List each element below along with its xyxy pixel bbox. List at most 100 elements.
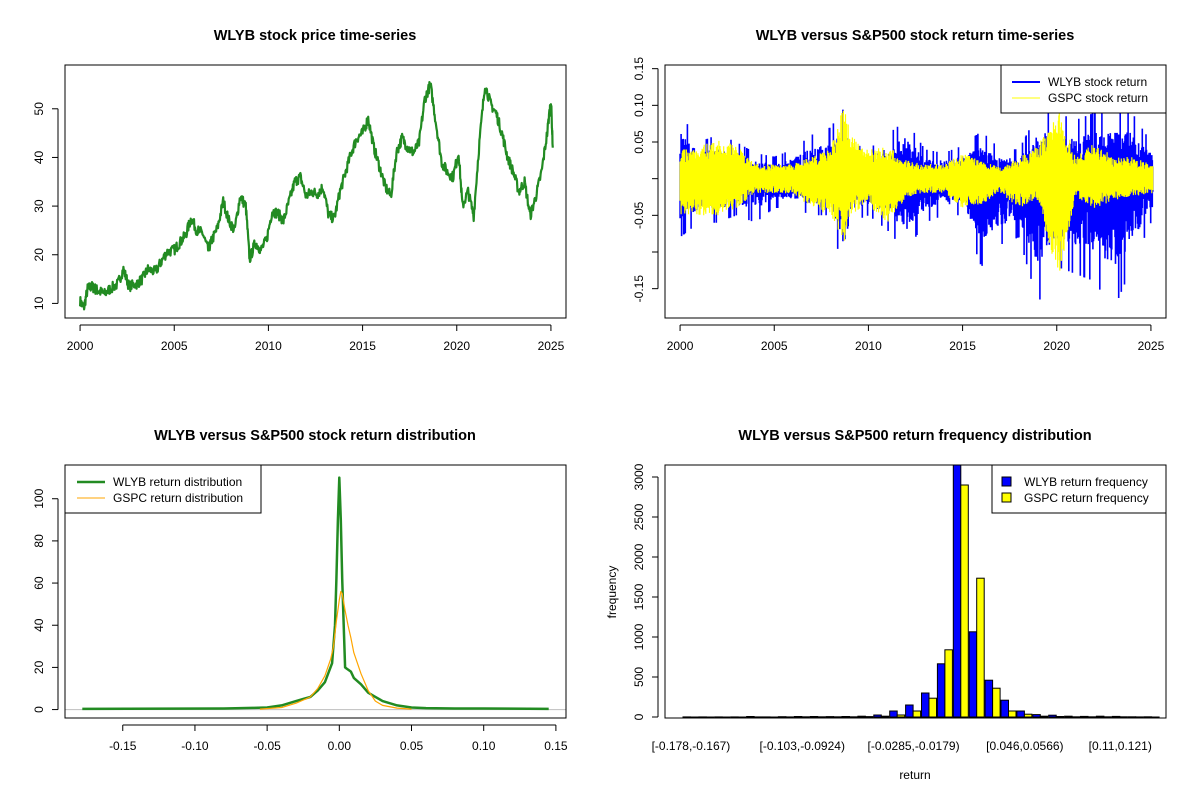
- wlyb-frequency-bar: [1000, 699, 1009, 718]
- y-tick-label: 20: [32, 660, 46, 674]
- x-tick-label: 2000: [67, 339, 94, 353]
- wlyb-frequency-bar: [809, 716, 819, 718]
- wlyb-frequency-bar: [825, 716, 835, 718]
- wlyb-density-line: [82, 476, 549, 711]
- plot-frame: [664, 464, 1167, 719]
- y-tick-label: 40: [32, 150, 46, 164]
- wlyb-frequency-bar: [1080, 715, 1089, 718]
- gspc-frequency-bar: [1055, 716, 1065, 718]
- plot-area: [682, 464, 1160, 719]
- gspc-frequency-bar: [944, 649, 953, 718]
- gspc-frequency-bar: [864, 716, 874, 718]
- x-tick-label: [-0.103,-0.0924): [760, 739, 845, 753]
- legend-label-wlyb: WLYB return frequency: [1024, 475, 1148, 489]
- y-tick-label: 0: [632, 713, 646, 720]
- plot-area: [65, 476, 566, 711]
- x-tick-label: 2020: [443, 339, 470, 353]
- wlyb-frequency-bar: [746, 716, 755, 718]
- x-tick-label: -0.05: [253, 739, 281, 753]
- x-tick-label: 0.05: [400, 739, 424, 753]
- legend: WLYB return frequency GSPC return freque…: [991, 464, 1167, 514]
- gspc-frequency-bar: [896, 714, 906, 718]
- wlyb-frequency-bar: [762, 716, 771, 719]
- gspc-frequency-bar: [1023, 713, 1033, 718]
- panel-price-timeseries: WLYB stock price time-series 2000 2005 201…: [32, 28, 567, 353]
- x-tick-label: 2005: [161, 339, 188, 353]
- wlyb-frequency-bar: [1016, 710, 1025, 718]
- legend-label-wlyb: WLYB return distribution: [113, 475, 242, 489]
- gspc-frequency-bar: [833, 716, 842, 718]
- wlyb-return-series: [679, 109, 1154, 300]
- wlyb-frequency-bar: [873, 714, 882, 718]
- x-tick-label: 0.10: [472, 739, 496, 753]
- y-tick-label: 80: [32, 534, 46, 548]
- y-tick-label: 0.10: [632, 93, 646, 117]
- x-tick-label: 2000: [667, 339, 694, 353]
- gspc-frequency-bar: [1135, 716, 1144, 719]
- gspc-frequency-bar: [1008, 710, 1017, 718]
- y-tick-label: 2500: [632, 503, 646, 530]
- axes: 0 500 1000 1500 2000 2500 3000 [-0.178,-0.167) […: [632, 463, 1167, 753]
- wlyb-frequency-bar: [1048, 714, 1057, 718]
- wlyb-frequency-bar: [1127, 716, 1137, 718]
- y-tick-label: 3000: [632, 463, 646, 490]
- x-tick-label: [0.046,0.0566): [986, 739, 1063, 753]
- wlyb-frequency-bar: [984, 679, 994, 718]
- panel-return-timeseries: WLYB versus S&P500 stock return time-ser…: [632, 28, 1167, 353]
- legend-label-gspc: GSPC return frequency: [1024, 491, 1149, 505]
- wlyb-frequency-bar: [936, 663, 946, 718]
- x-tick-label: -0.10: [181, 739, 209, 753]
- wlyb-frequency-bar: [952, 464, 962, 718]
- y-tick-label: 20: [32, 248, 46, 262]
- gspc-frequency-bar: [785, 716, 794, 719]
- chart-title: WLYB versus S&P500 stock return distribu…: [154, 428, 476, 444]
- y-tick-label: 40: [32, 618, 46, 632]
- y-tick-label: -0.05: [632, 201, 646, 229]
- x-tick-label: [-0.0285,-0.0179): [868, 739, 960, 753]
- gspc-frequency-bar: [1103, 716, 1112, 718]
- chart-title: WLYB stock price time-series: [214, 28, 417, 44]
- chart-title: WLYB versus S&P500 stock return time-ser…: [756, 28, 1075, 44]
- gspc-frequency-bar: [960, 484, 969, 718]
- wlyb-frequency-bar: [682, 716, 691, 719]
- gspc-frequency-bar: [1071, 716, 1081, 718]
- wlyb-frequency-bar: [1032, 714, 1041, 718]
- wlyb-frequency-bar: [889, 710, 898, 718]
- y-tick-label: 2000: [632, 543, 646, 570]
- wlyb-frequency-bar: [1111, 715, 1121, 718]
- y-tick-label: 50: [32, 102, 46, 116]
- x-axis-label: return: [899, 768, 930, 782]
- legend-label-gspc: GSPC return distribution: [113, 491, 243, 505]
- wlyb-frequency-bar: [968, 631, 978, 718]
- wlyb-frequency-bar: [698, 716, 707, 719]
- gspc-return-series: [679, 110, 1154, 271]
- x-tick-label: 0.00: [328, 739, 352, 753]
- axes: 2000 2005 2010 2015 2020 2025 10 20 30 40 50: [32, 64, 567, 353]
- plot-frame: [64, 464, 567, 719]
- wlyb-frequency-bar: [841, 716, 850, 718]
- panel-return-distribution: WLYB versus S&P500 stock return distribu…: [32, 428, 568, 753]
- panel-return-frequency: WLYB versus S&P500 return frequency dist…: [605, 428, 1167, 782]
- y-tick-label: 0: [32, 706, 46, 713]
- chart-title: WLYB versus S&P500 return frequency dist…: [738, 428, 1091, 444]
- y-tick-label: 100: [32, 488, 46, 508]
- y-tick-label: 500: [632, 667, 646, 687]
- x-tick-label: 2010: [855, 339, 882, 353]
- gspc-density-line: [259, 590, 412, 710]
- x-tick-label: 2015: [349, 339, 376, 353]
- x-tick-label: -0.15: [109, 739, 137, 753]
- gspc-frequency-bar: [801, 716, 810, 718]
- y-tick-label: 0.05: [632, 130, 646, 154]
- x-tick-label: 2015: [949, 339, 976, 353]
- legend-swatch-gspc: [1001, 492, 1012, 503]
- legend-label-gspc: GSPC stock return: [1048, 91, 1148, 105]
- y-tick-label: 60: [32, 576, 46, 590]
- legend-box: [991, 464, 1167, 514]
- legend-label-wlyb: WLYB stock return: [1048, 75, 1147, 89]
- plot-area: [679, 109, 1154, 300]
- legend-box: [64, 464, 262, 514]
- gspc-frequency-bar: [1119, 716, 1128, 718]
- wlyb-frequency-bar: [714, 716, 723, 719]
- axes: -0.15 -0.10 -0.05 0.00 0.05 0.10 0.15 0 20 40 60 80…: [32, 464, 568, 753]
- y-tick-label: 0.15: [632, 57, 646, 81]
